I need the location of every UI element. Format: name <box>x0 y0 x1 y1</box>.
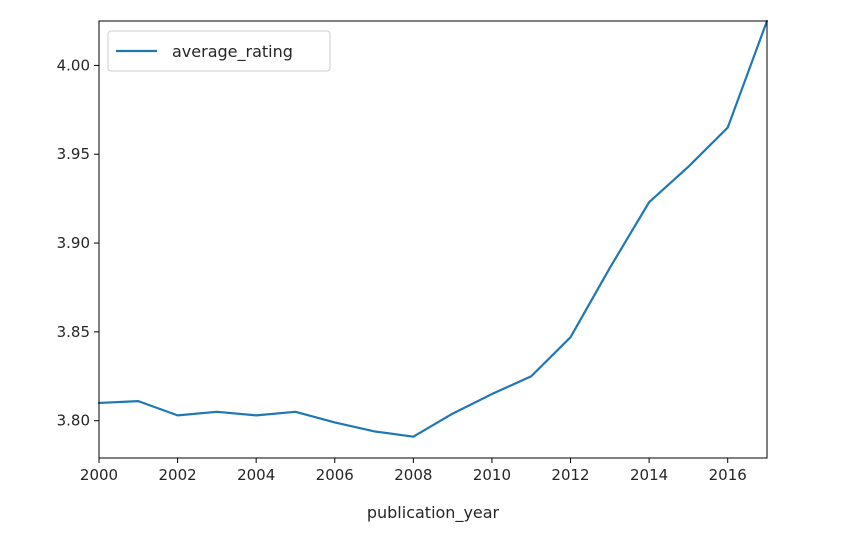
x-tick-label: 2014 <box>630 466 668 484</box>
legend-label: average_rating <box>172 42 293 62</box>
x-tick-label: 2004 <box>237 466 275 484</box>
plot-frame <box>98 20 768 459</box>
x-tick-label: 2012 <box>551 466 589 484</box>
x-tick-label: 2006 <box>316 466 354 484</box>
legend: average_rating <box>107 30 331 72</box>
legend-box <box>107 30 331 72</box>
x-tick-label: 2000 <box>80 466 118 484</box>
y-tick-label: 3.95 <box>57 145 90 163</box>
series-line-average-rating <box>97 19 769 438</box>
y-tick-label: 3.85 <box>57 323 90 341</box>
x-tick-label: 2002 <box>158 466 196 484</box>
y-axis-ticks: 3.80 3.85 3.90 3.95 4.00 <box>57 56 99 430</box>
x-axis-label: publication_year <box>367 503 500 523</box>
x-axis-ticks: 2000 2002 2004 2006 2008 2010 2012 2014 2016 <box>80 458 747 484</box>
y-tick-label: 4.00 <box>57 56 90 74</box>
x-tick-label: 2010 <box>473 466 511 484</box>
x-tick-label: 2008 <box>394 466 432 484</box>
y-tick-label: 3.80 <box>57 412 90 430</box>
y-tick-label: 3.90 <box>57 234 90 252</box>
x-tick-label: 2016 <box>709 466 747 484</box>
plot-area <box>99 21 767 458</box>
